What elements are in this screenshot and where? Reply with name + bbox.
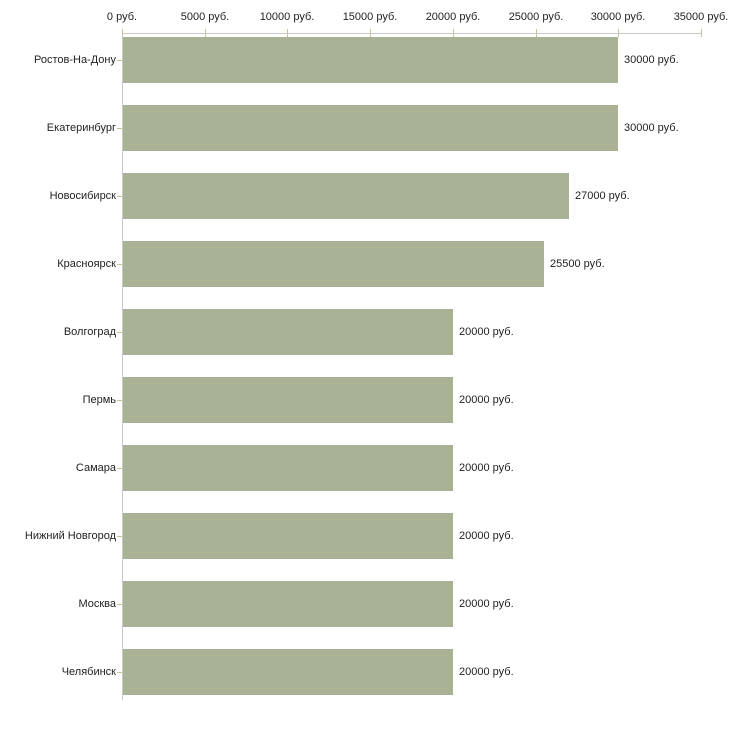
- bar-value-label: 30000 руб.: [624, 54, 679, 66]
- category-label: Москва: [78, 598, 116, 610]
- bar: [123, 513, 453, 559]
- category-label: Екатеринбург: [46, 122, 116, 134]
- y-axis-tick-mark: [117, 468, 122, 469]
- bar: [123, 309, 453, 355]
- x-axis-tick-label: 10000 руб.: [259, 11, 315, 23]
- bar: [123, 37, 618, 83]
- bar: [123, 241, 544, 287]
- category-label: Самара: [75, 462, 116, 474]
- y-axis-tick-mark: [117, 60, 122, 61]
- bar-value-label: 20000 руб.: [459, 326, 514, 338]
- x-axis-tick-label: 15000 руб.: [342, 11, 398, 23]
- y-axis-tick-mark: [117, 400, 122, 401]
- bar: [123, 377, 453, 423]
- bar: [123, 445, 453, 491]
- bar-value-label: 25500 руб.: [550, 258, 605, 270]
- bar-value-label: 20000 руб.: [459, 598, 514, 610]
- x-axis-tick-label: 25000 руб.: [508, 11, 564, 23]
- category-label: Нижний Новгород: [24, 530, 116, 542]
- bar: [123, 105, 618, 151]
- x-axis-tick-mark: [370, 29, 371, 37]
- x-axis-line: [122, 33, 702, 34]
- x-axis-tick-label: 35000 руб.: [673, 11, 729, 23]
- y-axis-tick-mark: [117, 604, 122, 605]
- category-label: Новосибирск: [49, 190, 116, 202]
- bar-value-label: 20000 руб.: [459, 462, 514, 474]
- bar-value-label: 30000 руб.: [624, 122, 679, 134]
- y-axis-tick-mark: [117, 264, 122, 265]
- bar: [123, 581, 453, 627]
- x-axis-tick-mark: [701, 29, 702, 37]
- y-axis-tick-mark: [117, 128, 122, 129]
- x-axis-tick-mark: [205, 29, 206, 37]
- x-axis-tick-label: 5000 руб.: [180, 11, 230, 23]
- y-axis-tick-mark: [117, 196, 122, 197]
- y-axis-tick-mark: [117, 536, 122, 537]
- x-axis-tick-mark: [618, 29, 619, 37]
- bar-value-label: 27000 руб.: [575, 190, 630, 202]
- x-axis-tick-mark: [453, 29, 454, 37]
- category-label: Красноярск: [57, 258, 116, 270]
- bar: [123, 173, 569, 219]
- bar-value-label: 20000 руб.: [459, 394, 514, 406]
- x-axis-tick-label: 0 руб.: [106, 11, 138, 23]
- bar: [123, 649, 453, 695]
- category-label: Пермь: [82, 394, 116, 406]
- y-axis-tick-mark: [117, 332, 122, 333]
- x-axis-tick-mark: [287, 29, 288, 37]
- category-label: Челябинск: [61, 666, 116, 678]
- x-axis-tick-label: 20000 руб.: [425, 11, 481, 23]
- x-axis-tick-mark: [122, 29, 123, 37]
- bar-value-label: 20000 руб.: [459, 530, 514, 542]
- y-axis-tick-mark: [117, 672, 122, 673]
- x-axis-tick-label: 30000 руб.: [590, 11, 646, 23]
- category-label: Ростов-На-Дону: [33, 54, 116, 66]
- bar-value-label: 20000 руб.: [459, 666, 514, 678]
- y-axis-line: [122, 33, 123, 700]
- x-axis-tick-mark: [536, 29, 537, 37]
- category-label: Волгоград: [63, 326, 116, 338]
